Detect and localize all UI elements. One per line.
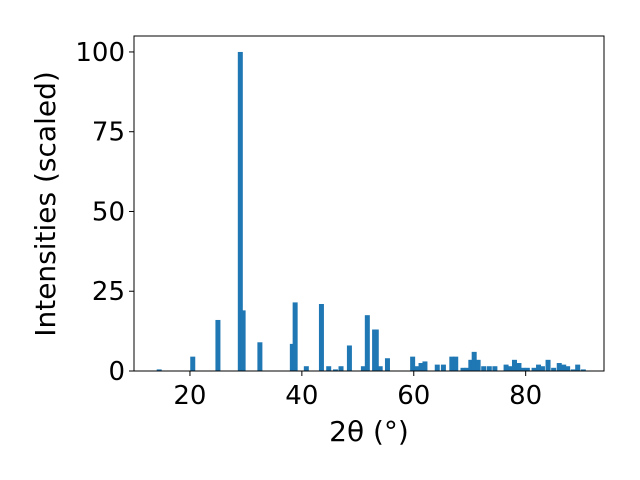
bar	[486, 366, 492, 371]
bar	[332, 369, 338, 371]
bar	[292, 302, 298, 371]
bar	[237, 51, 243, 371]
bar	[561, 364, 567, 371]
bar	[520, 367, 526, 371]
y-tick-label: 100	[75, 38, 125, 68]
bar	[384, 358, 390, 371]
bar	[440, 364, 446, 371]
bar	[565, 366, 571, 371]
bar	[492, 366, 498, 371]
bar	[464, 367, 470, 371]
x-axis-label: 2θ (°)	[329, 415, 409, 448]
bar	[449, 356, 455, 371]
bar	[377, 366, 383, 371]
y-tick-label: 75	[92, 118, 125, 148]
bar	[575, 364, 581, 371]
plot-frame	[133, 35, 605, 372]
bar	[539, 366, 545, 371]
x-tick-label: 40	[285, 381, 318, 411]
bar	[318, 304, 324, 371]
bar	[524, 367, 530, 371]
bar-series	[156, 51, 586, 371]
bar	[156, 369, 162, 371]
bar	[556, 363, 562, 371]
bar	[410, 356, 416, 371]
bar	[460, 367, 466, 371]
bar	[360, 366, 366, 371]
bar	[190, 356, 196, 371]
bar	[434, 364, 440, 371]
bar	[326, 366, 332, 371]
y-tick-label: 0	[108, 357, 125, 387]
bar	[545, 359, 551, 371]
bar	[303, 366, 309, 371]
bar	[418, 363, 424, 371]
bar	[471, 351, 477, 371]
bar	[289, 343, 295, 371]
x-tick-label: 80	[509, 381, 542, 411]
bar	[580, 369, 586, 371]
bar	[570, 369, 576, 371]
bar	[346, 345, 352, 371]
bar	[536, 364, 542, 371]
y-tick-label: 25	[92, 277, 125, 307]
bar	[364, 315, 370, 371]
bar	[511, 359, 517, 371]
bar	[240, 310, 246, 371]
x-tick-label: 60	[397, 381, 430, 411]
bar	[503, 364, 509, 371]
bar	[551, 367, 557, 371]
bar	[414, 366, 420, 371]
x-axis-ticks: 20 40 60 80	[173, 371, 542, 411]
bar	[531, 367, 537, 371]
bar	[481, 366, 487, 371]
y-axis-label: Intensities (scaled)	[29, 71, 62, 337]
bar	[422, 361, 428, 371]
y-tick-label: 50	[92, 197, 125, 227]
bar	[257, 342, 263, 371]
bar	[475, 359, 481, 371]
bar	[468, 359, 474, 371]
x-tick-label: 20	[173, 381, 206, 411]
bar	[516, 363, 522, 371]
bar	[373, 329, 379, 371]
bar	[508, 366, 514, 371]
bar	[215, 319, 221, 371]
y-axis-ticks: 0 25 50 75 100	[75, 38, 134, 387]
bar	[453, 356, 459, 371]
bar	[338, 366, 344, 371]
